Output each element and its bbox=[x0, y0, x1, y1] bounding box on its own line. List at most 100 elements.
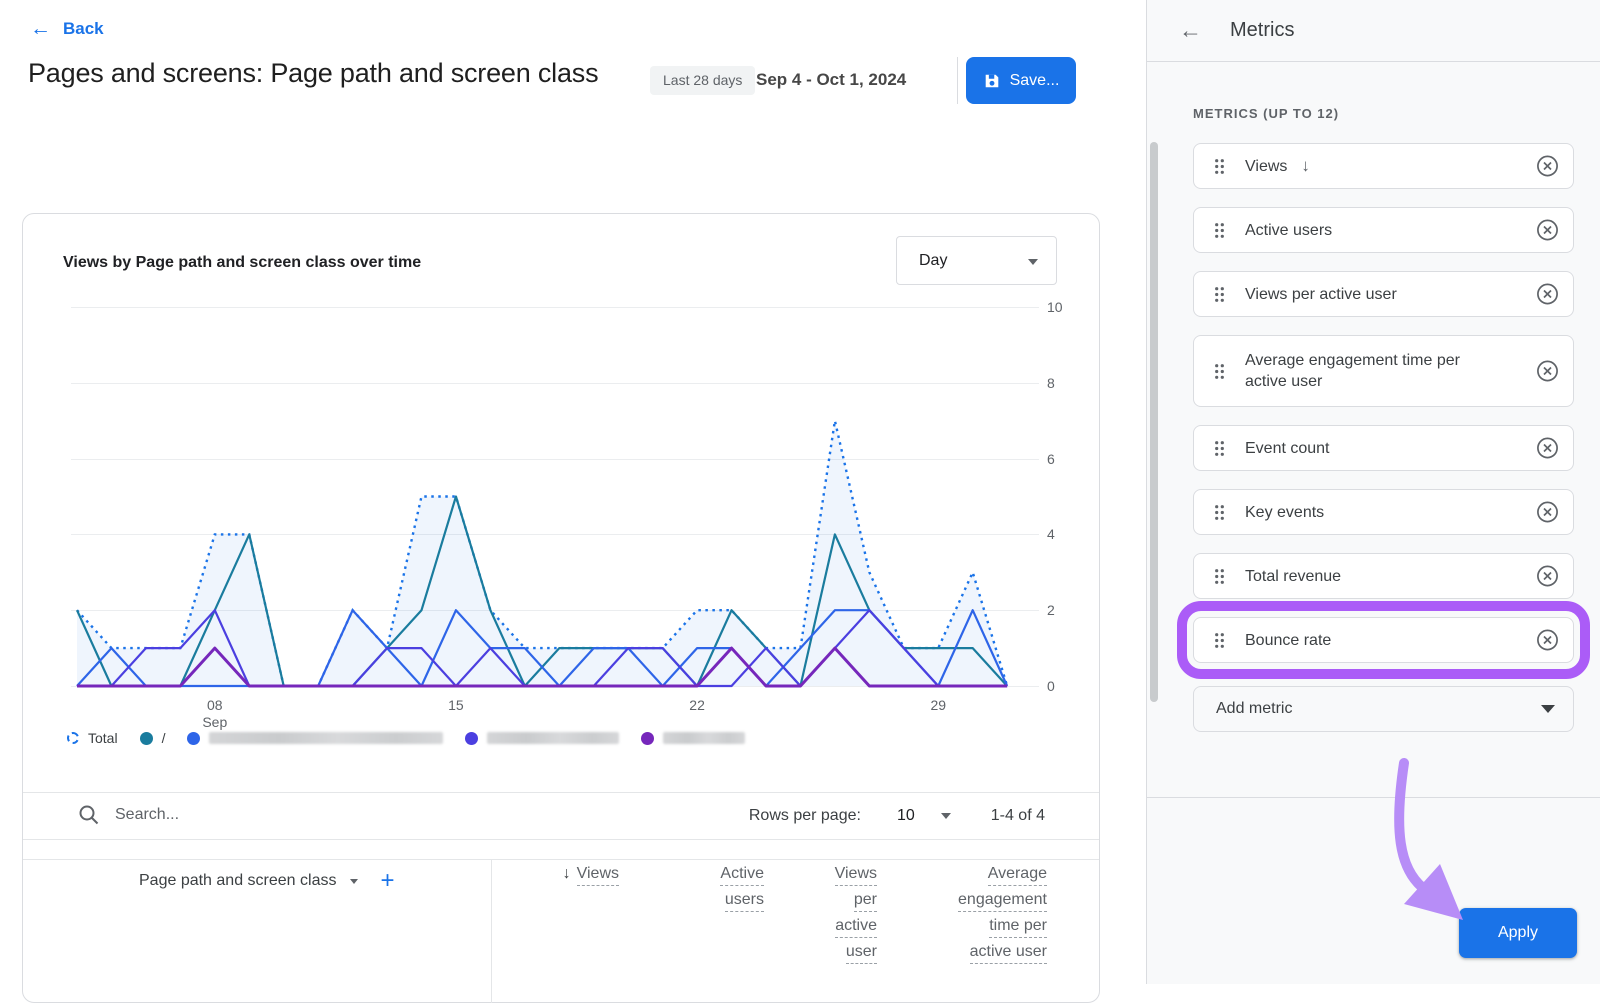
panel-back-arrow-icon[interactable]: ← bbox=[1179, 17, 1202, 43]
remove-metric-icon[interactable] bbox=[1536, 437, 1559, 460]
metric-item-key-events[interactable]: Key events bbox=[1193, 489, 1574, 535]
redacted-legend-label bbox=[209, 732, 444, 744]
metric-label: Average engagement time per active user bbox=[1245, 352, 1460, 390]
x-axis-label: 08 Sep bbox=[202, 697, 228, 730]
panel-scrollbar[interactable] bbox=[1150, 142, 1158, 702]
x-axis-label: 15 bbox=[448, 697, 464, 713]
column-header-average-engagement-time-per-active-user[interactable]: Average engagement time per active user bbox=[958, 865, 1047, 969]
y-axis-label: 6 bbox=[1047, 450, 1055, 467]
search-input[interactable] bbox=[115, 800, 495, 830]
column-header-word: Views bbox=[834, 865, 877, 886]
drag-handle-icon[interactable] bbox=[1214, 440, 1225, 457]
series-color-swatch bbox=[187, 731, 201, 745]
column-header-word: active bbox=[835, 917, 877, 938]
metric-label: Total revenue bbox=[1245, 567, 1342, 585]
sort-descending-icon: ↓ bbox=[562, 865, 571, 882]
sort-descending-icon: ↓ bbox=[1301, 156, 1310, 175]
dimension-header-label: Page path and screen class bbox=[139, 872, 337, 889]
remove-metric-icon[interactable] bbox=[1536, 360, 1559, 383]
gridline bbox=[71, 382, 1039, 384]
column-header-word: Average bbox=[987, 865, 1047, 886]
add-dimension-button[interactable]: + bbox=[380, 867, 395, 894]
metrics-panel-header: ← Metrics bbox=[1147, 0, 1600, 62]
dimension-header[interactable]: Page path and screen class + bbox=[139, 869, 394, 893]
column-header-views-per-active-user[interactable]: Views per active user bbox=[834, 865, 877, 969]
metric-item-active-users[interactable]: Active users bbox=[1193, 207, 1574, 253]
date-range-badge: Last 28 days bbox=[650, 66, 756, 95]
gridline bbox=[71, 458, 1039, 460]
legend-item[interactable]: Total bbox=[67, 730, 118, 746]
remove-metric-icon[interactable] bbox=[1536, 219, 1559, 242]
series-color-swatch bbox=[139, 731, 153, 745]
search-icon bbox=[77, 803, 101, 832]
drag-handle-icon[interactable] bbox=[1214, 568, 1225, 585]
column-header-word: Active bbox=[720, 865, 764, 886]
divider bbox=[23, 839, 1099, 840]
save-button[interactable]: Save... bbox=[966, 57, 1076, 104]
granularity-dropdown[interactable]: Day bbox=[896, 236, 1057, 285]
metric-item-views-per-active-user[interactable]: Views per active user bbox=[1193, 271, 1574, 317]
chart-legend: Total / bbox=[67, 730, 746, 746]
y-axis-label: 8 bbox=[1047, 374, 1055, 391]
date-range-text[interactable]: Sep 4 - Oct 1, 2024 bbox=[756, 70, 907, 89]
column-header-word: per bbox=[853, 891, 877, 912]
y-axis-label: 4 bbox=[1047, 526, 1055, 543]
metric-item-bounce-rate-highlighted[interactable]: Bounce rate bbox=[1177, 601, 1590, 679]
table-toolbar: Rows per page: 10 1-4 of 4 bbox=[23, 792, 1099, 839]
legend-item[interactable]: / bbox=[139, 730, 165, 746]
gridline bbox=[71, 307, 1039, 308]
pagination-count: 1-4 of 4 bbox=[990, 806, 1045, 824]
metric-item-event-count[interactable]: Event count bbox=[1193, 425, 1574, 471]
column-header-word: users bbox=[724, 891, 764, 912]
gridline bbox=[71, 534, 1039, 536]
remove-metric-icon[interactable] bbox=[1536, 283, 1559, 306]
column-header-word: Views bbox=[576, 865, 619, 886]
redacted-legend-label bbox=[487, 732, 620, 744]
remove-metric-icon[interactable] bbox=[1536, 155, 1559, 178]
chevron-down-icon bbox=[940, 812, 951, 819]
views-line-chart: 0 2 4 6 8 10 08 Sep 15 22 29 bbox=[67, 299, 1097, 741]
chart-title: Views by Page path and screen class over… bbox=[63, 254, 422, 271]
add-metric-label: Add metric bbox=[1216, 700, 1293, 717]
rows-per-page-dropdown[interactable]: 10 bbox=[897, 807, 955, 825]
column-header-word: active user bbox=[969, 943, 1047, 964]
metrics-section-label: METRICS (UP TO 12) bbox=[1193, 106, 1340, 121]
back-link[interactable]: ← Back bbox=[30, 18, 104, 39]
column-header-active-users[interactable]: Active users bbox=[720, 865, 764, 917]
divider bbox=[23, 859, 1099, 860]
add-metric-dropdown[interactable]: Add metric bbox=[1193, 686, 1574, 732]
dropdown-arrow-icon bbox=[1541, 705, 1555, 713]
metric-label: Active users bbox=[1245, 221, 1333, 239]
drag-handle-icon[interactable] bbox=[1214, 632, 1225, 649]
drag-handle-icon[interactable] bbox=[1214, 222, 1225, 239]
gridline bbox=[71, 610, 1039, 612]
drag-handle-icon[interactable] bbox=[1214, 363, 1225, 380]
remove-metric-icon[interactable] bbox=[1536, 565, 1559, 588]
metric-item-views[interactable]: Views ↓ bbox=[1193, 143, 1574, 189]
remove-metric-icon[interactable] bbox=[1536, 629, 1559, 652]
metric-label: Views per active user bbox=[1245, 285, 1397, 303]
column-header-views[interactable]: ↓ Views bbox=[563, 865, 619, 891]
column-header-word: engagement bbox=[958, 891, 1047, 912]
legend-item[interactable] bbox=[641, 731, 746, 745]
y-axis-label: 0 bbox=[1047, 678, 1055, 694]
legend-item[interactable] bbox=[465, 731, 620, 745]
legend-label: Total bbox=[88, 730, 118, 746]
divider bbox=[23, 792, 1099, 793]
metric-label: Event count bbox=[1245, 439, 1330, 457]
apply-button[interactable]: Apply bbox=[1459, 908, 1577, 958]
series-color-swatch bbox=[465, 731, 479, 745]
drag-handle-icon[interactable] bbox=[1214, 286, 1225, 303]
y-axis-label: 10 bbox=[1047, 299, 1063, 315]
report-card: Views by Page path and screen class over… bbox=[22, 213, 1100, 1003]
save-label: Save... bbox=[1009, 71, 1060, 89]
metric-list: Views ↓ Active users bbox=[1177, 143, 1590, 681]
total-dashed-swatch bbox=[67, 732, 79, 744]
remove-metric-icon[interactable] bbox=[1536, 501, 1559, 524]
drag-handle-icon[interactable] bbox=[1214, 504, 1225, 521]
x-axis-label: 29 bbox=[930, 697, 947, 713]
drag-handle-icon[interactable] bbox=[1214, 158, 1225, 175]
metric-item-average-engagement-time-per-active-user[interactable]: Average engagement time per active user bbox=[1193, 335, 1574, 407]
legend-item[interactable] bbox=[187, 731, 444, 745]
metric-item-total-revenue[interactable]: Total revenue bbox=[1193, 553, 1574, 599]
